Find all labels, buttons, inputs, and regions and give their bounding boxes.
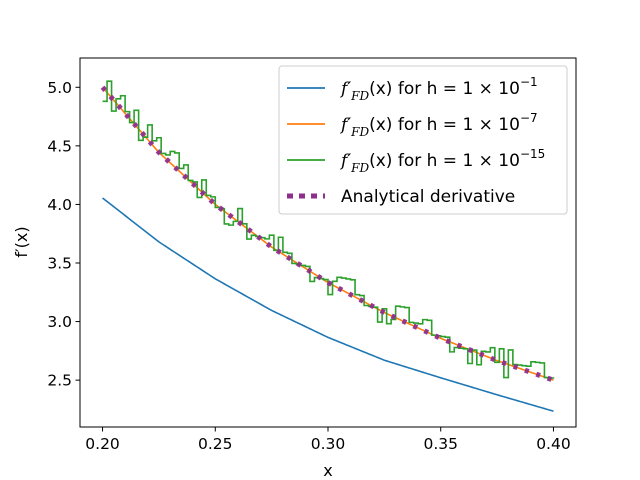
legend-label: f′FD(x) for h = 1 × 10−15 [339,147,545,175]
y-tick-label: 5.0 [47,79,72,97]
series-layer [100,80,555,412]
x-tick-label: 0.25 [198,435,233,453]
x-tick-label: 0.30 [311,435,346,453]
legend-label: f′FD(x) for h = 1 × 10−7 [339,111,538,139]
x-tick-label: 0.20 [85,435,120,453]
y-tick-label: 3.5 [47,255,72,273]
x-tick-label: 0.40 [536,435,571,453]
legend-label: Analytical derivative [341,187,515,207]
series-line [102,197,554,412]
y-tick-label: 3.0 [47,313,72,331]
legend-label: f′FD(x) for h = 1 × 10−1 [339,75,538,103]
x-axis-label: x [323,461,332,480]
series-1 [102,197,554,412]
series-line [102,80,555,379]
y-tick-label: 4.0 [47,196,72,214]
x-tick-label: 0.35 [423,435,458,453]
series-3 [102,80,555,379]
ticks-layer: 0.20 0.25 0.30 0.35 0.40 2.5 3.0 3.5 4.0 4.5 5.0 [47,79,570,453]
legend-box [278,65,568,215]
y-tick-label: 2.5 [47,372,72,390]
series-4 [100,85,555,383]
series-line [100,85,555,383]
legend: f′FD(x) for h = 1 × 10−1 f′FD(x) for h = … [278,65,568,215]
y-tick-label: 4.5 [47,137,72,155]
y-axis-label: f′(x) [12,226,31,257]
